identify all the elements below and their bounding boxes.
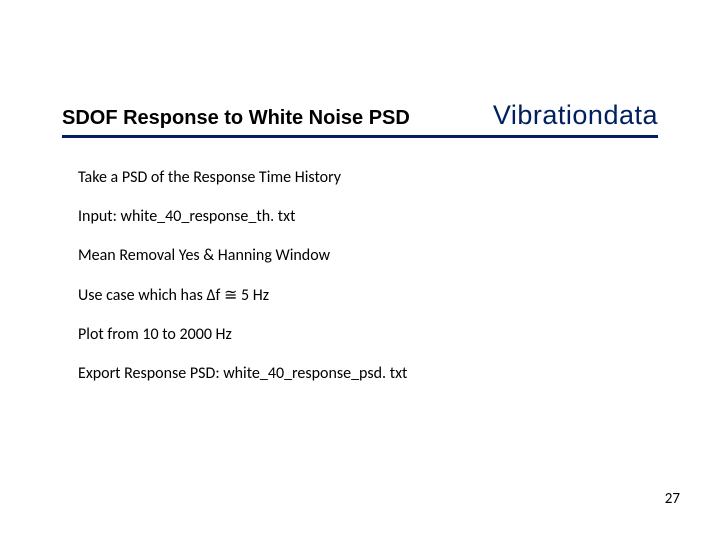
header-divider — [62, 135, 658, 138]
body-line: Mean Removal Yes & Hanning Window — [78, 246, 642, 265]
slide-container: SDOF Response to White Noise PSD Vibrati… — [0, 0, 720, 540]
body-text: Take a PSD of the Response Time History … — [78, 168, 642, 403]
body-line: Export Response PSD: white_40_response_p… — [78, 364, 642, 383]
page-number: 27 — [665, 490, 680, 508]
slide-title: SDOF Response to White Noise PSD — [62, 107, 410, 130]
header-row: SDOF Response to White Noise PSD Vibrati… — [62, 100, 658, 131]
body-line: Plot from 10 to 2000 Hz — [78, 325, 642, 344]
brand-label: Vibrationdata — [493, 100, 658, 131]
body-line: Use case which has Δf ≅ 5 Hz — [78, 286, 642, 305]
body-line: Input: white_40_response_th. txt — [78, 207, 642, 226]
body-line: Take a PSD of the Response Time History — [78, 168, 642, 187]
